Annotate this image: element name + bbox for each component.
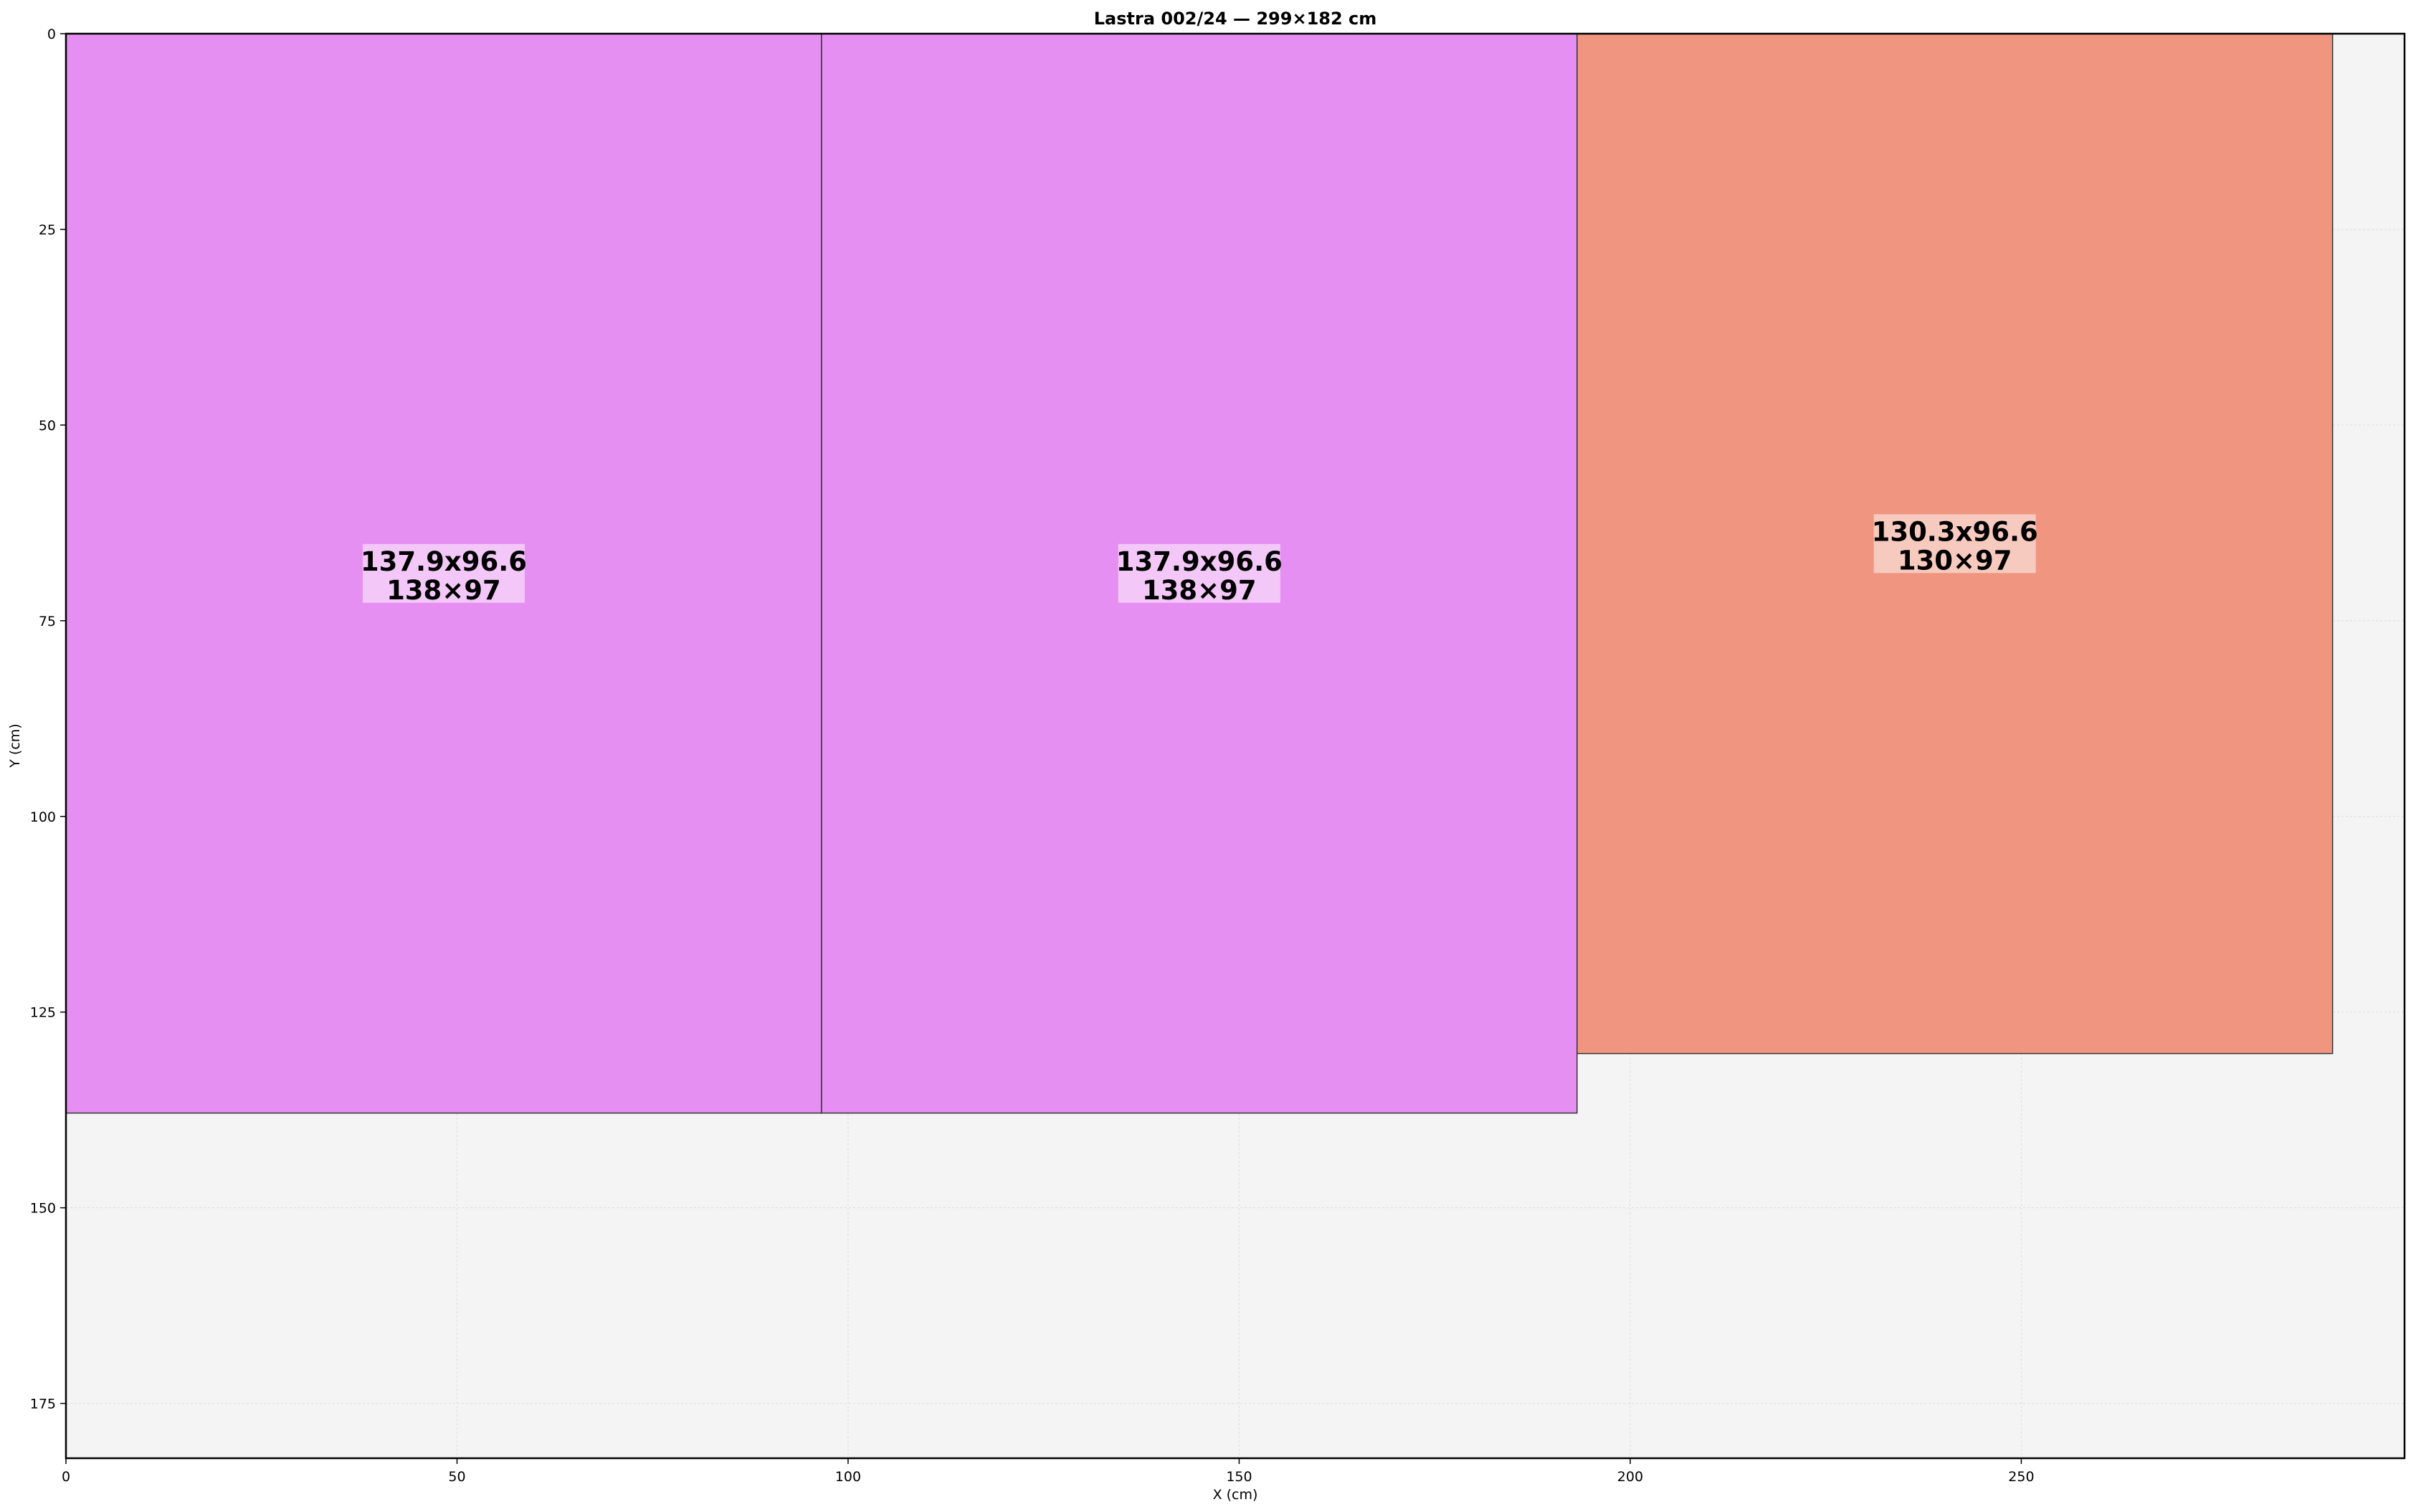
x-axis-ticks: 0 50 100 150 200 250 bbox=[62, 1458, 2035, 1485]
x-axis-label: X (cm) bbox=[1213, 1487, 1258, 1503]
piece-labels: 137.9x96.6138×97137.9x96.6138×97130.3x96… bbox=[361, 514, 2038, 606]
piece-label-box bbox=[1118, 543, 1280, 603]
y-tick-label: 125 bbox=[30, 1005, 56, 1021]
piece-label-size: 137.9x96.6 bbox=[1116, 546, 1283, 577]
y-axis-ticks: 0 25 50 75 100 125 150 175 bbox=[30, 27, 66, 1412]
piece-label-rounded: 130×97 bbox=[1898, 545, 2012, 576]
x-tick-label: 250 bbox=[2008, 1469, 2034, 1485]
x-tick-label: 200 bbox=[1617, 1469, 1643, 1485]
plot-frame bbox=[65, 32, 2406, 1460]
piece-label-rounded: 138×97 bbox=[1142, 575, 1257, 606]
x-tick-label: 50 bbox=[448, 1469, 465, 1485]
piece-label-rounded: 138×97 bbox=[386, 575, 501, 606]
x-tick-label: 100 bbox=[835, 1469, 861, 1485]
y-axis-label: Y (cm) bbox=[7, 723, 23, 768]
y-tick-label: 50 bbox=[39, 418, 56, 434]
piece-label-size: 130.3x96.6 bbox=[1872, 516, 2038, 547]
piece-label-box bbox=[362, 543, 525, 603]
x-tick-label: 150 bbox=[1226, 1469, 1252, 1485]
y-tick-label: 75 bbox=[39, 614, 56, 629]
piece-label-size: 137.9x96.6 bbox=[361, 546, 527, 577]
y-tick-label: 175 bbox=[30, 1397, 56, 1412]
y-tick-label: 100 bbox=[30, 809, 56, 825]
y-tick-label: 150 bbox=[30, 1201, 56, 1217]
y-tick-label: 0 bbox=[47, 27, 56, 42]
x-tick-label: 0 bbox=[62, 1469, 70, 1485]
piece-label-box bbox=[1873, 514, 2036, 574]
y-tick-label: 25 bbox=[39, 222, 56, 238]
chart-title: Lastra 002/24 — 299×182 cm bbox=[1094, 9, 1377, 29]
